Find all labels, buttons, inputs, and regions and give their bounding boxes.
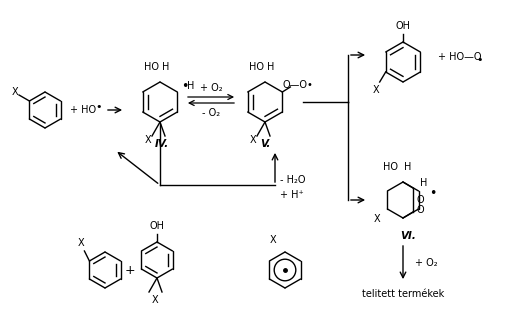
Text: + O₂: + O₂ (200, 83, 222, 93)
Text: - O₂: - O₂ (202, 108, 219, 118)
Text: HO: HO (383, 162, 398, 172)
Text: •: • (181, 79, 188, 92)
Text: + HO: + HO (70, 105, 96, 115)
Text: •: • (475, 55, 482, 65)
Text: X: X (372, 85, 378, 95)
Text: IV.: IV. (155, 139, 169, 149)
Text: + HO—O: + HO—O (437, 52, 480, 62)
Text: H: H (419, 178, 427, 188)
Text: HO: HO (249, 62, 264, 72)
Text: H: H (187, 81, 194, 91)
Text: V.: V. (259, 139, 270, 149)
Text: X: X (78, 238, 84, 248)
Text: •: • (428, 186, 435, 200)
Text: telitett termékek: telitett termékek (361, 289, 443, 299)
Text: +: + (124, 264, 135, 276)
Text: O: O (416, 205, 423, 215)
Text: + O₂: + O₂ (414, 257, 437, 267)
Text: X: X (145, 135, 151, 145)
Text: OH: OH (149, 221, 164, 231)
Text: HO: HO (144, 62, 159, 72)
Text: O: O (416, 195, 423, 205)
Text: O—O•: O—O• (282, 80, 313, 90)
Text: X: X (269, 235, 276, 245)
Text: + H⁺: + H⁺ (279, 190, 303, 200)
Text: - H₂O: - H₂O (279, 175, 305, 185)
Text: H: H (267, 62, 274, 72)
Text: H: H (404, 162, 411, 172)
Text: OH: OH (394, 21, 410, 31)
Text: H: H (162, 62, 169, 72)
Text: X: X (249, 135, 256, 145)
Text: X: X (12, 87, 18, 97)
Text: VI.: VI. (399, 231, 415, 241)
Text: •: • (95, 102, 101, 112)
Text: X: X (151, 295, 158, 305)
Text: X: X (374, 214, 380, 224)
